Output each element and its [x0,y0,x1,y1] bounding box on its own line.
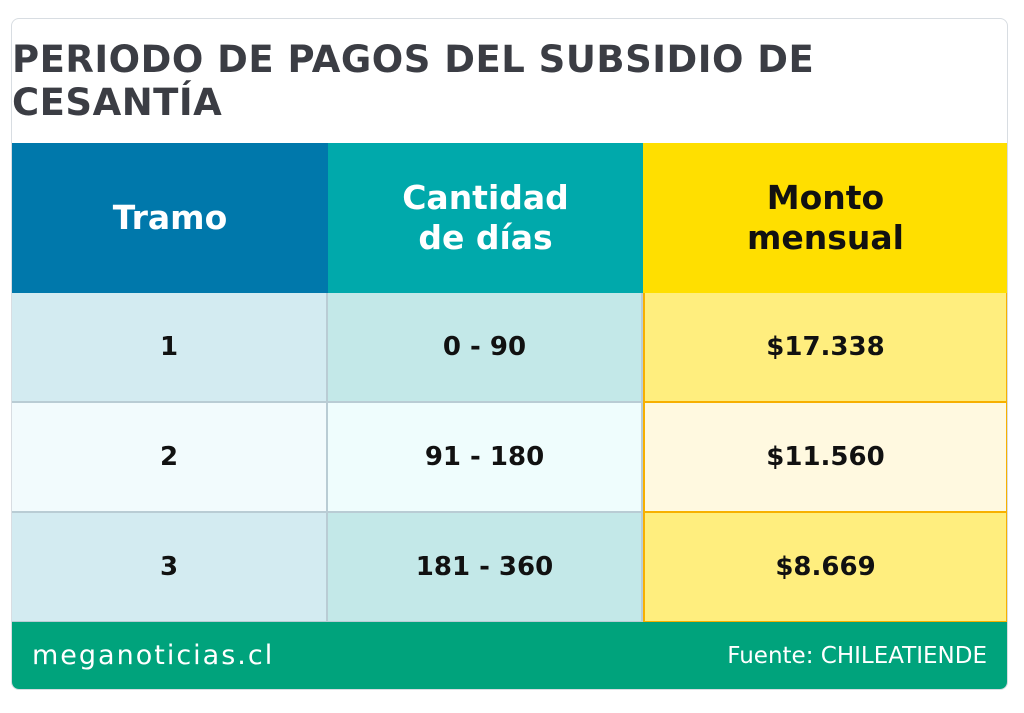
cell-dias: 0 - 90 [328,293,643,403]
infographic-title: PERIODO DE PAGOS DEL SUBSIDIO DE CESANTÍ… [12,38,815,124]
source-label: Fuente: CHILEATIENDE [727,642,987,669]
footer-bar: meganoticias.cl Fuente: CHILEATIENDE [12,622,1007,689]
header-monto-mensual: Monto mensual [643,143,1007,293]
header-cantidad-dias: Cantidad de días [328,143,643,293]
table-row: 1 0 - 90 $17.338 [12,293,1007,403]
cell-tramo: 3 [12,513,328,623]
table-row: 3 181 - 360 $8.669 [12,513,1007,623]
cell-monto: $17.338 [643,293,1007,403]
header-tramo: Tramo [12,143,328,293]
infographic-card: PERIODO DE PAGOS DEL SUBSIDIO DE CESANTÍ… [11,18,1008,690]
cell-dias: 91 - 180 [328,403,643,513]
table-header-row: Tramo Cantidad de días Monto mensual [12,143,1007,293]
cell-tramo: 1 [12,293,328,403]
brand-label: meganoticias.cl [32,640,275,671]
cell-dias: 181 - 360 [328,513,643,623]
cell-monto: $11.560 [643,403,1007,513]
table-row: 2 91 - 180 $11.560 [12,403,1007,513]
payment-table: Tramo Cantidad de días Monto mensual 1 0… [12,143,1007,623]
cell-monto: $8.669 [643,513,1007,623]
cell-tramo: 2 [12,403,328,513]
